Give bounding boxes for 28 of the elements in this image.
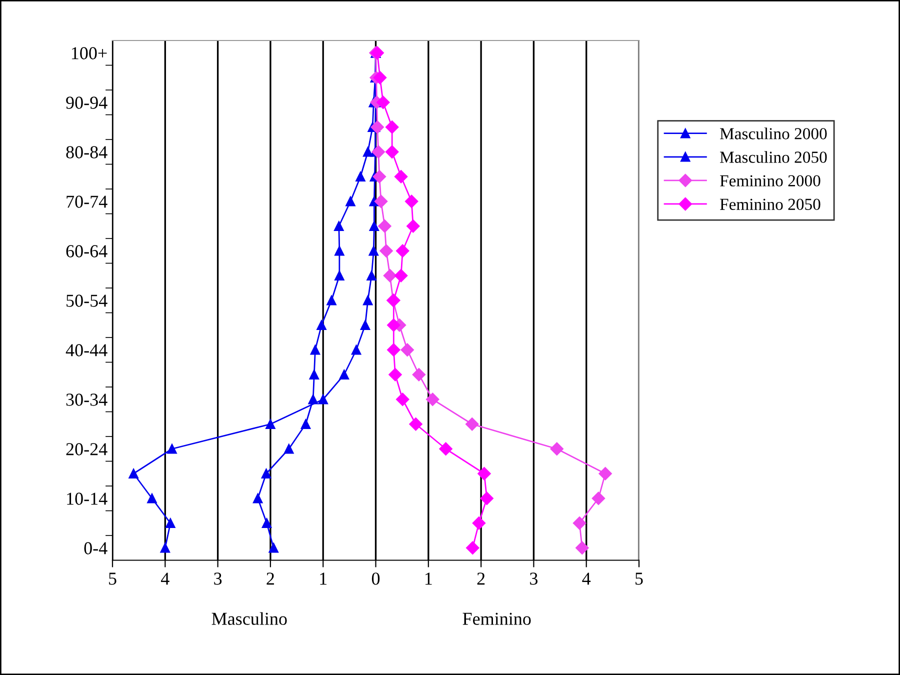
x-tick-label: 2 <box>266 572 274 585</box>
y-tick-label: 30-34 <box>66 394 108 406</box>
y-tick-label: 40-44 <box>66 344 108 356</box>
y-tick-label: 10-14 <box>67 492 108 505</box>
y-tick-label: 0-4 <box>84 542 108 554</box>
text: Feminino <box>462 612 531 625</box>
legend-label: Masculino 2050 <box>720 151 827 163</box>
x-tick-label: 0 <box>372 572 380 585</box>
x-tick-label: 2 <box>477 572 485 585</box>
legend-label: Feminino 2050 <box>720 198 820 210</box>
legend-label: Feminino 2000 <box>720 175 820 186</box>
x-tick-label: 3 <box>214 572 222 585</box>
y-tick-label: 50-54 <box>66 294 108 307</box>
x-tick-label: 1 <box>320 572 327 585</box>
x-tick-label: 4 <box>582 572 591 585</box>
x-tick-label: 5 <box>636 572 643 585</box>
legend-label: Masculino 2000 <box>720 128 827 140</box>
y-tick-label: 80-84 <box>66 146 108 158</box>
y-tick-label: 70-74 <box>66 196 108 208</box>
y-tick-label: 90-94 <box>66 96 108 109</box>
x-tick-label: 5 <box>109 572 116 585</box>
x-tick-label: 3 <box>530 572 538 585</box>
x-tick-label: 1 <box>425 572 432 585</box>
y-tick-label: 60-64 <box>66 245 108 258</box>
y-tick-label: 20-24 <box>66 443 108 456</box>
text: Masculino <box>212 612 287 625</box>
x-tick-label: 4 <box>160 572 170 585</box>
y-tick-label: 100+ <box>72 47 107 60</box>
